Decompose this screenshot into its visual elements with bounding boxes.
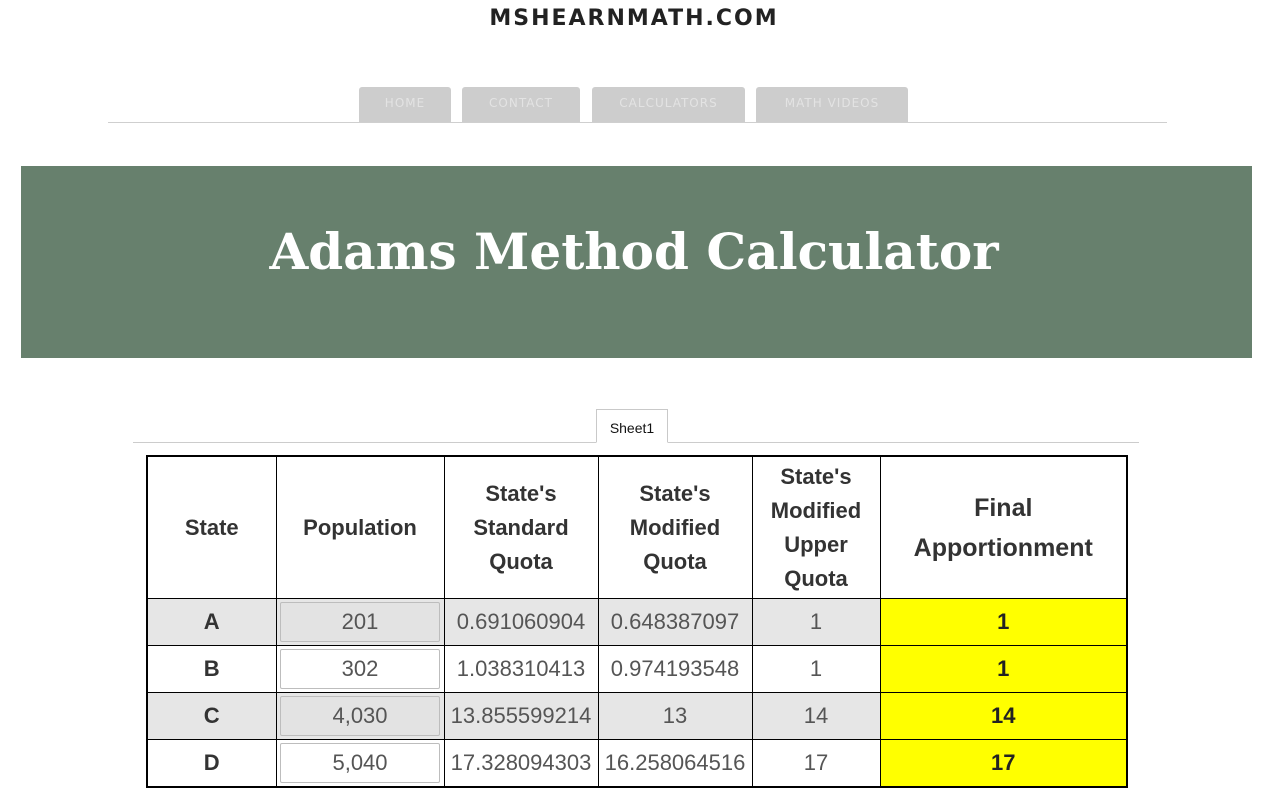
table-row: C 13.855599214 13 14 14 xyxy=(146,692,1128,740)
population-input[interactable] xyxy=(280,602,440,642)
standard-quota-cell: 0.691060904 xyxy=(443,598,599,646)
header-population: Population xyxy=(275,455,445,599)
population-input[interactable] xyxy=(280,696,440,736)
standard-quota-cell: 1.038310413 xyxy=(443,645,599,693)
main-nav: HOME CONTACT CALCULATORS MATH VIDEOS xyxy=(108,86,1167,123)
header-final-apportionment: Final Apportionment xyxy=(879,455,1128,599)
header-modified-quota: State's Modified Quota xyxy=(597,455,753,599)
modified-quota-cell: 0.648387097 xyxy=(597,598,753,646)
header-state: State xyxy=(146,455,277,599)
table-row: B 1.038310413 0.974193548 1 1 xyxy=(146,645,1128,693)
final-apportionment-cell: 1 xyxy=(879,645,1128,693)
population-input[interactable] xyxy=(280,649,440,689)
population-input[interactable] xyxy=(280,743,440,783)
state-cell: D xyxy=(146,739,277,788)
state-cell: A xyxy=(146,598,277,646)
state-cell: C xyxy=(146,692,277,740)
header-modified-upper-quota: State's Modified Upper Quota xyxy=(751,455,881,599)
site-title[interactable]: MSHEARNMATH.COM xyxy=(489,6,779,31)
nav-tab-home[interactable]: HOME xyxy=(359,87,451,122)
nav-tab-contact[interactable]: CONTACT xyxy=(462,87,580,122)
population-cell xyxy=(275,739,445,788)
final-apportionment-cell: 14 xyxy=(879,692,1128,740)
modified-quota-cell: 13 xyxy=(597,692,753,740)
header-standard-quota: State's Standard Quota xyxy=(443,455,599,599)
modified-quota-cell: 0.974193548 xyxy=(597,645,753,693)
nav-tab-calculators[interactable]: CALCULATORS xyxy=(592,87,745,122)
standard-quota-cell: 17.328094303 xyxy=(443,739,599,788)
final-apportionment-cell: 1 xyxy=(879,598,1128,646)
population-cell xyxy=(275,598,445,646)
page-title: Adams Method Calculator xyxy=(269,222,999,281)
population-cell xyxy=(275,645,445,693)
table-row: A 0.691060904 0.648387097 1 1 xyxy=(146,598,1128,646)
upper-quota-cell: 1 xyxy=(751,598,881,646)
upper-quota-cell: 1 xyxy=(751,645,881,693)
apportionment-table: State Population State's Standard Quota … xyxy=(146,455,1128,788)
table-row: D 17.328094303 16.258064516 17 17 xyxy=(146,739,1128,788)
nav-tab-math-videos[interactable]: MATH VIDEOS xyxy=(756,87,908,122)
upper-quota-cell: 14 xyxy=(751,692,881,740)
table-header-row: State Population State's Standard Quota … xyxy=(146,455,1128,599)
standard-quota-cell: 13.855599214 xyxy=(443,692,599,740)
modified-quota-cell: 16.258064516 xyxy=(597,739,753,788)
population-cell xyxy=(275,692,445,740)
upper-quota-cell: 17 xyxy=(751,739,881,788)
final-apportionment-cell: 17 xyxy=(879,739,1128,788)
state-cell: B xyxy=(146,645,277,693)
sheet-tab-sheet1[interactable]: Sheet1 xyxy=(596,409,668,443)
title-banner xyxy=(21,166,1252,358)
